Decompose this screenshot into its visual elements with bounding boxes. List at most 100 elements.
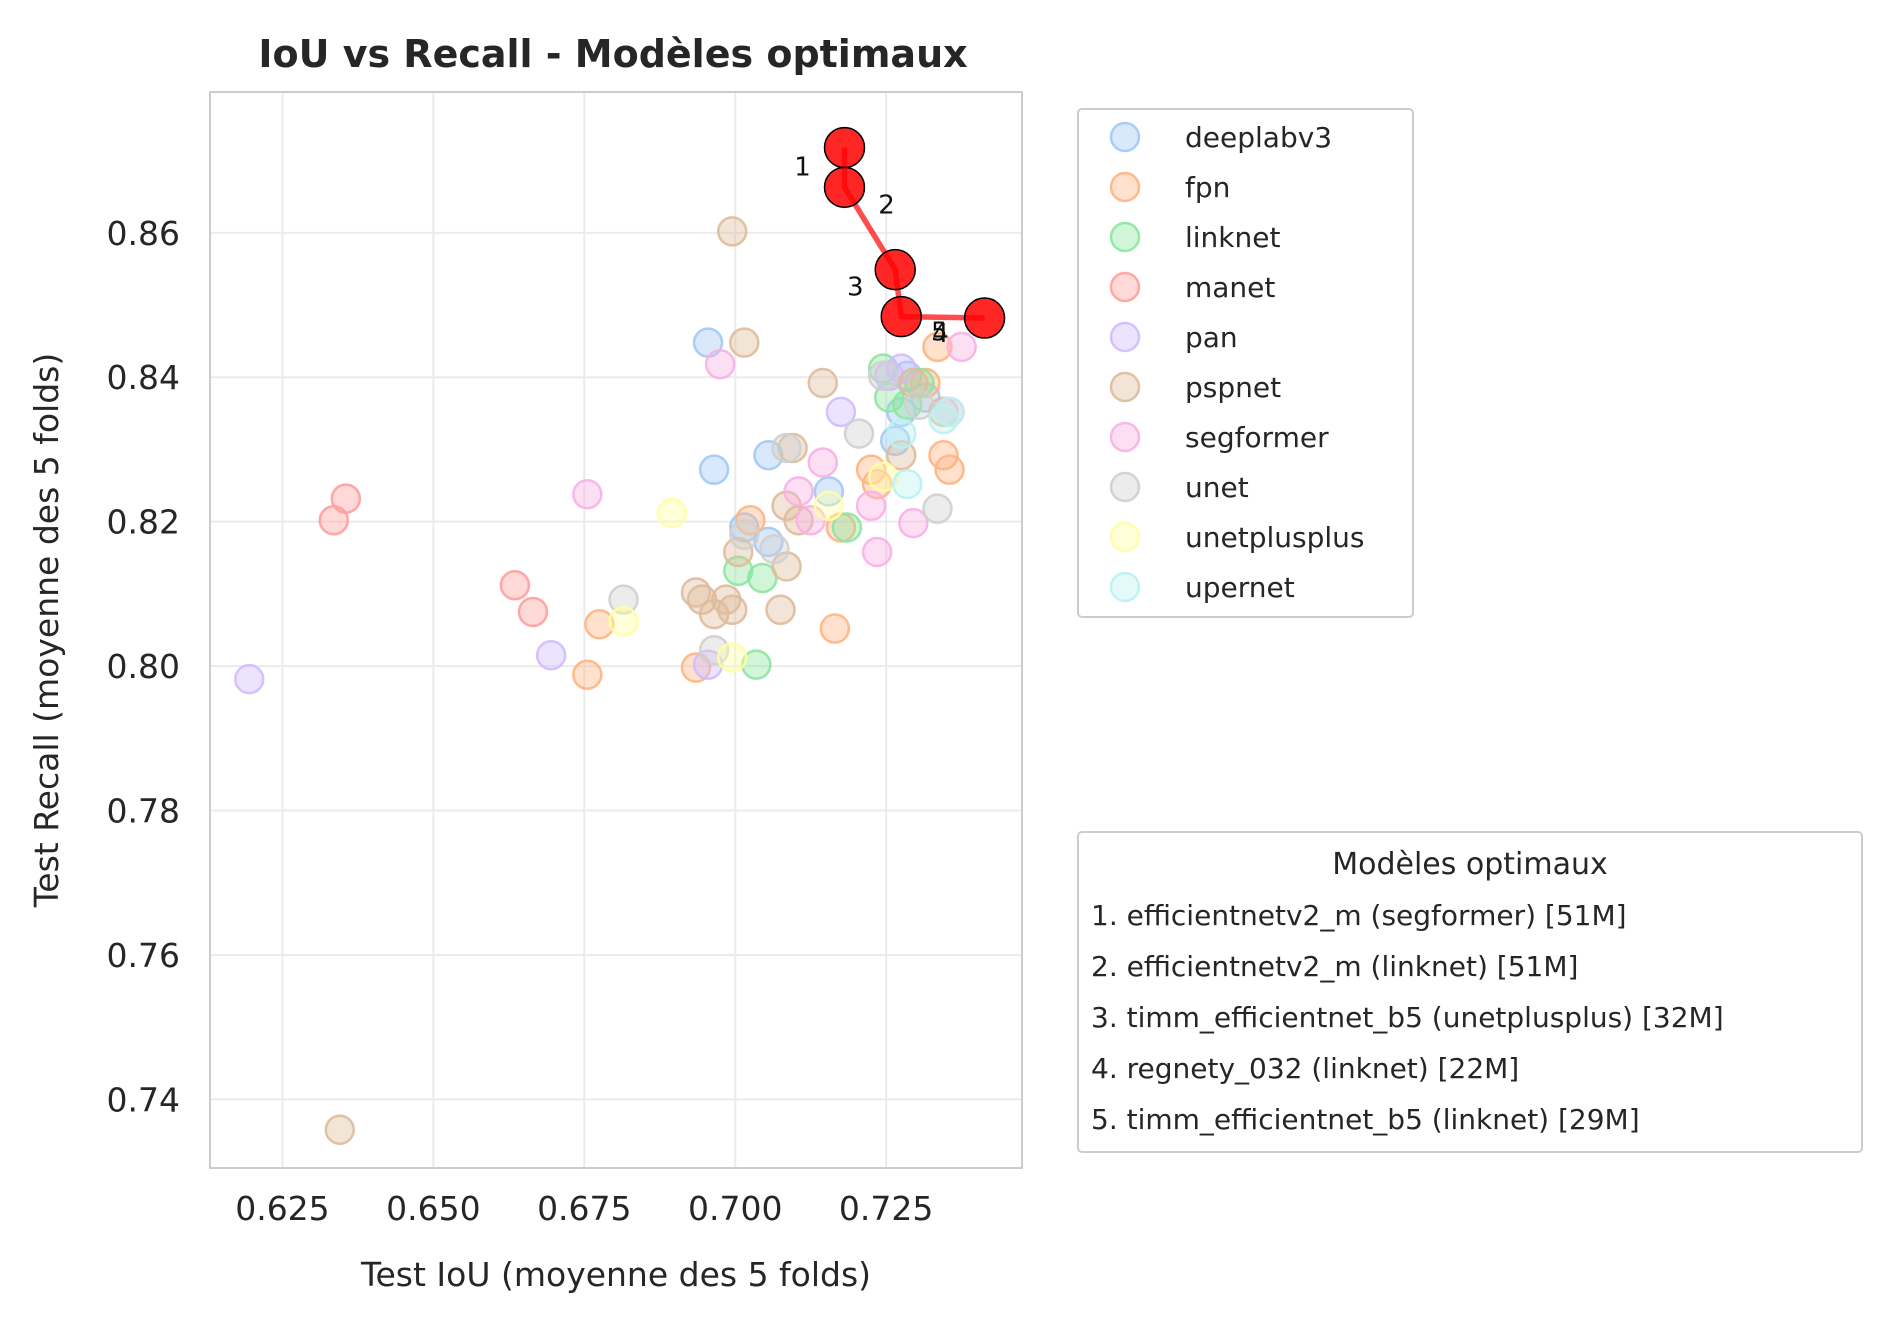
point-upernet bbox=[934, 396, 965, 428]
point-unetplusplus bbox=[656, 497, 688, 529]
x-tick-label: 0.625 bbox=[235, 1189, 329, 1228]
pareto-point-5 bbox=[880, 295, 923, 338]
x-tick-labels: 0.625 0.650 0.675 0.700 0.725 bbox=[235, 1189, 933, 1228]
point-fpn bbox=[819, 613, 851, 644]
point-segformer bbox=[807, 447, 839, 478]
point-segformer bbox=[572, 478, 603, 510]
legend-marker-fpn bbox=[1109, 171, 1141, 203]
y-tick-label: 0.84 bbox=[107, 358, 180, 397]
point-unet bbox=[771, 432, 802, 464]
point-unet bbox=[729, 519, 760, 550]
point-unet bbox=[867, 360, 899, 392]
point-upernet bbox=[886, 418, 917, 449]
point-unet bbox=[608, 584, 639, 615]
y-tick-label: 0.80 bbox=[107, 647, 180, 686]
pareto-rank-label-1: 1 bbox=[794, 153, 811, 183]
pareto-point-4 bbox=[963, 297, 1006, 339]
optimal-model-2: 2. efficientnetv2_m (linknet) [51M] bbox=[1091, 950, 1578, 983]
point-pspnet bbox=[716, 216, 748, 247]
point-linknet bbox=[831, 512, 863, 543]
point-unet bbox=[759, 533, 790, 565]
x-axis-label: Test IoU (moyenne des 5 folds) bbox=[360, 1255, 871, 1294]
point-deeplabv3 bbox=[698, 454, 730, 485]
scatter-points bbox=[233, 216, 977, 1145]
point-fpn bbox=[922, 331, 953, 363]
point-manet bbox=[517, 596, 549, 628]
optimal-models-frame bbox=[1077, 831, 1863, 1153]
point-segformer bbox=[861, 536, 893, 568]
pareto-point-2 bbox=[823, 166, 866, 209]
plot-area: 1 2 3 45 bbox=[209, 91, 1023, 1169]
pareto-rank-label-3: 3 bbox=[847, 273, 864, 303]
point-unetplusplus bbox=[716, 642, 748, 673]
point-fpn bbox=[572, 659, 603, 691]
optimal-models-box: Modèles optimaux 1. efficientnetv2_m (se… bbox=[1077, 831, 1863, 1153]
point-fpn bbox=[584, 608, 615, 640]
optimal-model-4: 4. regnety_032 (linknet) [22M] bbox=[1091, 1052, 1519, 1085]
optimal-models-title: Modèles optimaux bbox=[1332, 847, 1608, 882]
legend-marker-segformer bbox=[1109, 421, 1141, 453]
point-unet bbox=[698, 634, 730, 666]
legend-label-segformer: segformer bbox=[1185, 421, 1329, 454]
pareto-rank-label-5: 5 bbox=[931, 318, 948, 348]
legend-marker-unet bbox=[1109, 471, 1141, 503]
legend-label-fpn: fpn bbox=[1185, 171, 1230, 204]
legend-marker-manet bbox=[1109, 271, 1141, 303]
point-unet bbox=[904, 389, 935, 420]
legend-box bbox=[1077, 108, 1414, 618]
legend-label-manet: manet bbox=[1185, 271, 1275, 304]
legend-label-pspnet: pspnet bbox=[1185, 371, 1281, 404]
point-pan bbox=[825, 396, 857, 428]
point-fpn bbox=[934, 454, 965, 485]
legend: deeplabv3 fpn linknet manet pan pspnet segform… bbox=[1077, 108, 1414, 618]
point-manet bbox=[499, 569, 531, 601]
optimal-model-1: 1. efficientnetv2_m (segformer) [51M] bbox=[1091, 899, 1627, 932]
plot-frame bbox=[209, 91, 1023, 1169]
x-tick-label: 0.700 bbox=[688, 1189, 782, 1228]
legend-label-deeplabv3: deeplabv3 bbox=[1185, 121, 1332, 154]
point-linknet bbox=[747, 562, 778, 594]
point-manet bbox=[330, 483, 362, 514]
x-tick-label: 0.675 bbox=[537, 1189, 631, 1228]
point-pspnet bbox=[771, 551, 802, 582]
pareto-point-3 bbox=[874, 248, 916, 291]
y-tick-label: 0.86 bbox=[107, 214, 180, 253]
legend-marker-unetplusplus bbox=[1109, 521, 1141, 553]
point-unetplusplus bbox=[867, 461, 899, 493]
point-pspnet bbox=[765, 594, 796, 626]
legend-label-unet: unet bbox=[1185, 471, 1249, 504]
x-tick-label: 0.650 bbox=[386, 1189, 480, 1228]
pareto-point-1 bbox=[823, 126, 866, 169]
point-deeplabv3 bbox=[753, 439, 784, 471]
pareto-front: 1 2 3 45 bbox=[794, 126, 1006, 349]
legend-marker-deeplabv3 bbox=[1109, 121, 1141, 153]
legend-label-linknet: linknet bbox=[1185, 221, 1280, 254]
point-linknet bbox=[741, 649, 772, 680]
point-segformer bbox=[704, 348, 736, 380]
legend-marker-pspnet bbox=[1109, 371, 1141, 403]
legend-label-pan: pan bbox=[1185, 321, 1238, 354]
point-unetplusplus bbox=[608, 606, 639, 637]
y-tick-label: 0.82 bbox=[107, 503, 180, 542]
legend-marker-upernet bbox=[1109, 571, 1141, 603]
point-segformer bbox=[898, 507, 929, 539]
point-pspnet bbox=[324, 1114, 356, 1145]
legend-marker-linknet bbox=[1109, 221, 1141, 253]
legend-label-unetplusplus: unetplusplus bbox=[1185, 521, 1364, 554]
legend-entries: deeplabv3 fpn linknet manet pan pspnet segform… bbox=[1109, 121, 1364, 604]
y-tick-label: 0.78 bbox=[107, 792, 180, 831]
point-segformer bbox=[946, 331, 977, 363]
point-upernet bbox=[892, 468, 923, 500]
point-pan bbox=[535, 640, 567, 671]
point-pan bbox=[233, 663, 265, 695]
optimal-model-3: 3. timm_efficientnet_b5 (unetplusplus) [… bbox=[1091, 1001, 1724, 1034]
point-segformer bbox=[855, 490, 887, 522]
point-pspnet bbox=[716, 594, 748, 626]
gridlines bbox=[210, 92, 1022, 1168]
legend-label-upernet: upernet bbox=[1185, 571, 1295, 604]
point-unetplusplus bbox=[813, 490, 845, 522]
x-tick-label: 0.725 bbox=[839, 1189, 933, 1228]
y-tick-label: 0.76 bbox=[107, 936, 180, 975]
legend-marker-pan bbox=[1109, 321, 1141, 353]
